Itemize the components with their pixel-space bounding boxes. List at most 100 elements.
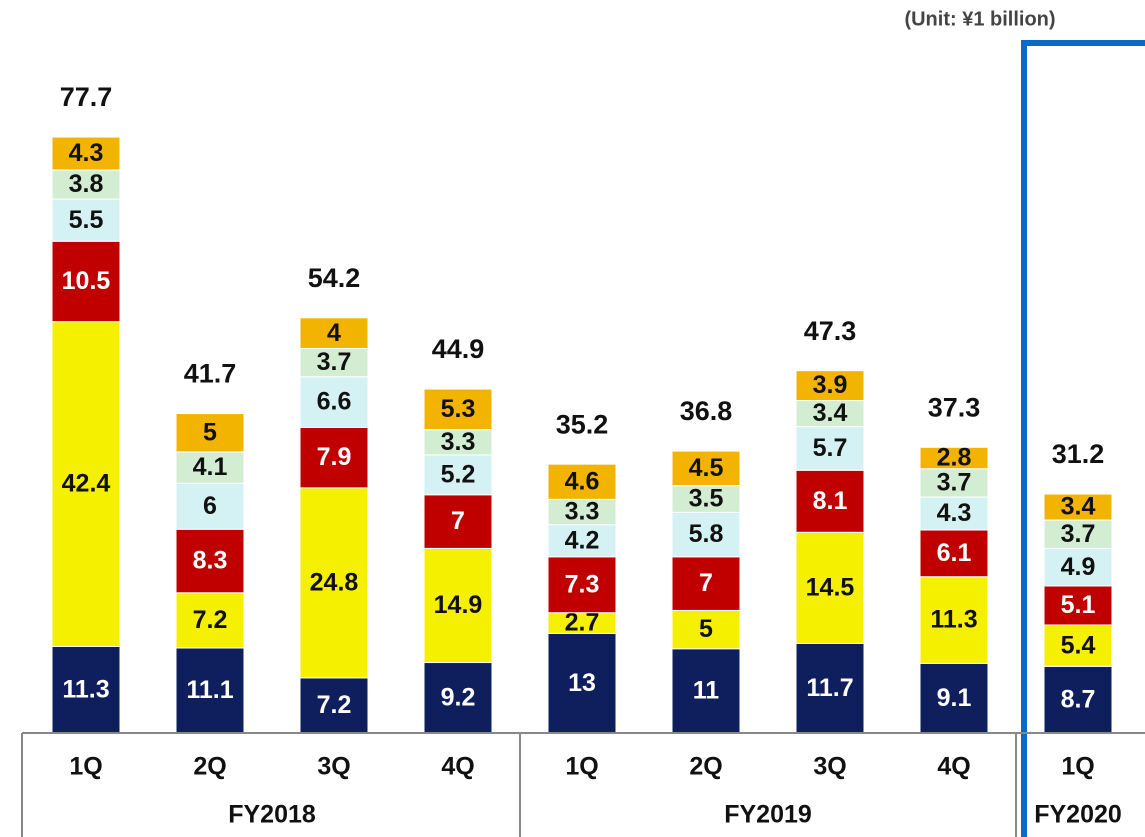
segment-label: 24.8 <box>310 568 359 596</box>
bar-segment <box>299 426 369 489</box>
bar-segment <box>175 413 245 453</box>
segment-label: 9.2 <box>441 683 476 711</box>
bar-segment <box>175 592 245 649</box>
total-label: 47.3 <box>804 316 857 346</box>
segment-label: 5 <box>203 418 217 446</box>
segment-label: 9.1 <box>937 684 972 712</box>
x-tick-label: 1Q <box>565 753 598 781</box>
bar-segment <box>795 370 865 402</box>
group-label: FY2020 <box>1034 801 1122 829</box>
x-tick-label: 2Q <box>689 753 722 781</box>
bar-segment <box>423 388 493 431</box>
bar-segment <box>51 321 121 647</box>
total-label: 44.9 <box>432 334 485 364</box>
bar-segment <box>671 450 741 487</box>
bar-segment <box>795 531 865 644</box>
bar-segment <box>299 347 369 378</box>
segment-label: 14.5 <box>806 573 855 601</box>
bar-segment <box>547 632 617 734</box>
segment-label: 4.9 <box>1061 553 1096 581</box>
bar-segment <box>1043 624 1113 667</box>
bar-segment <box>795 400 865 428</box>
segment-label: 8.3 <box>193 547 228 575</box>
bar-segment <box>423 547 493 664</box>
total-label: 31.2 <box>1052 439 1105 469</box>
total-label: 41.7 <box>184 359 237 389</box>
bar-segment <box>547 463 617 500</box>
segment-label: 2.8 <box>937 444 972 472</box>
segment-label: 7 <box>451 507 465 535</box>
segment-label: 5.5 <box>69 206 104 234</box>
bar-segment <box>671 485 741 513</box>
bar-segment <box>1043 493 1113 521</box>
segment-label: 10.5 <box>62 267 111 295</box>
bar-segment <box>423 429 493 456</box>
segment-label: 5.3 <box>441 395 476 423</box>
group-label: FY2018 <box>228 801 316 829</box>
segment-label: 3.3 <box>441 428 476 456</box>
segment-label: 7.9 <box>317 443 352 471</box>
segment-label: 4.1 <box>193 453 228 481</box>
segment-label: 4.2 <box>565 526 600 554</box>
x-tick-label: 3Q <box>813 753 846 781</box>
segment-label: 11.1 <box>186 676 233 704</box>
bar-segment <box>1043 547 1113 587</box>
segment-label: 3.8 <box>69 170 104 198</box>
segment-label: 6.6 <box>317 388 352 416</box>
segment-label: 3.5 <box>689 485 724 513</box>
x-tick-label: 2Q <box>193 753 226 781</box>
segment-label: 5 <box>699 615 713 643</box>
segment-label: 6 <box>203 492 217 520</box>
group-label: FY2019 <box>724 801 812 829</box>
segment-label: 7.3 <box>565 570 600 598</box>
total-label: 77.7 <box>60 82 113 112</box>
total-label: 35.2 <box>556 409 609 439</box>
segment-label: 11 <box>693 676 720 704</box>
segment-label: 3.4 <box>1061 493 1096 521</box>
bar-segment <box>51 198 121 242</box>
segment-label: 11.3 <box>62 675 109 703</box>
total-label: 36.8 <box>680 396 733 426</box>
bar-segment <box>1043 519 1113 549</box>
segment-label: 2.7 <box>565 609 600 637</box>
segment-label: 42.4 <box>62 470 111 498</box>
segment-label: 11.3 <box>930 606 977 634</box>
bar-segment <box>671 556 741 611</box>
x-tick-label: 4Q <box>441 753 474 781</box>
bar-segment <box>299 317 369 349</box>
x-tick-label: 4Q <box>937 753 970 781</box>
segment-label: 5.1 <box>1061 591 1096 619</box>
segment-label: 3.7 <box>937 469 972 497</box>
segment-label: 3.7 <box>317 348 352 376</box>
bar-segment <box>1043 585 1113 626</box>
bar-segment <box>299 376 369 428</box>
segment-label: 4 <box>327 319 341 347</box>
segment-label: 4.5 <box>689 454 724 482</box>
segment-label: 3.7 <box>1061 520 1096 548</box>
segment-label: 5.8 <box>689 520 724 548</box>
segment-label: 4.3 <box>69 139 104 167</box>
x-tick-label: 1Q <box>69 753 102 781</box>
segment-label: 7.2 <box>317 691 352 719</box>
x-tick-label: 3Q <box>317 753 350 781</box>
bar-segment <box>423 494 493 549</box>
bar-segment <box>671 609 741 650</box>
bar-segment <box>51 645 121 734</box>
x-tick-label: 1Q <box>1061 753 1094 781</box>
segment-label: 11.7 <box>806 674 853 702</box>
segment-label: 3.4 <box>813 399 848 427</box>
bar-segment <box>175 528 245 594</box>
bar-segment <box>671 648 741 734</box>
bar-segment <box>919 496 989 531</box>
bar-segment <box>51 136 121 171</box>
segment-label: 7 <box>699 569 713 597</box>
bar-segment <box>919 446 989 470</box>
bar-segment <box>175 451 245 484</box>
bar-segment <box>919 529 989 578</box>
segment-label: 5.2 <box>441 460 476 488</box>
bar-segment <box>51 169 121 200</box>
bar-segment <box>1043 665 1113 734</box>
bar-segment <box>919 576 989 664</box>
bar-segment <box>795 469 865 533</box>
